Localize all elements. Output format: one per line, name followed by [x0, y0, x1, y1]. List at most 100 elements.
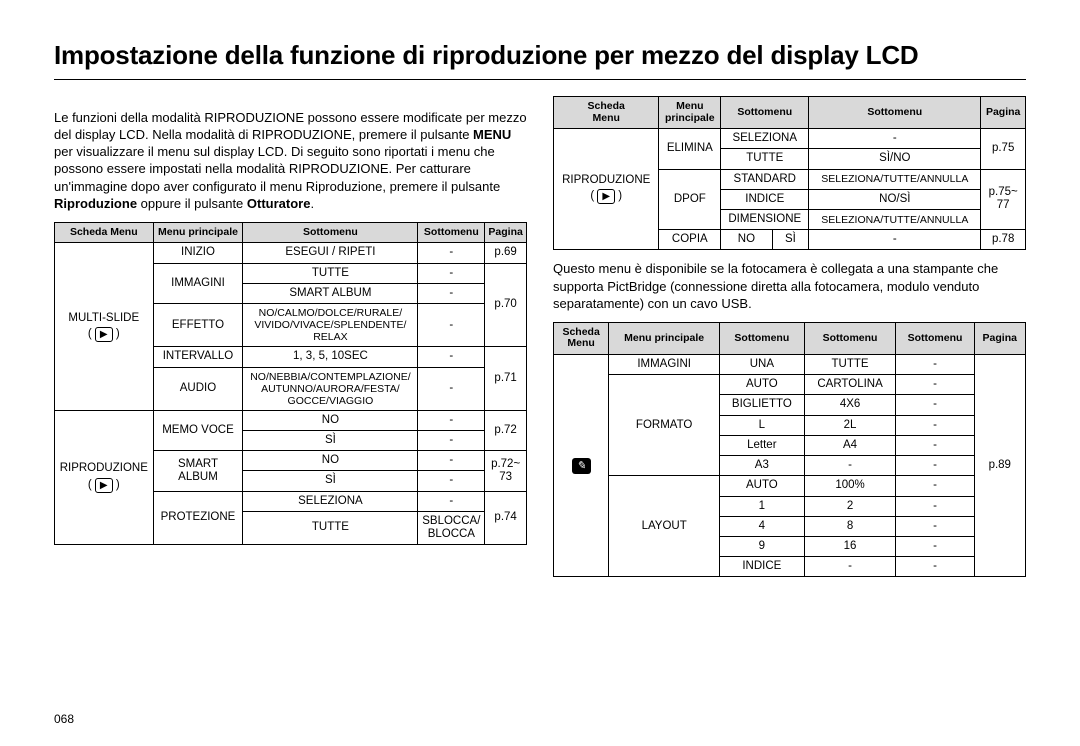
cell: AUTO: [720, 375, 805, 395]
cell: -: [896, 496, 974, 516]
cell: -: [418, 263, 485, 283]
cell: FORMATO: [609, 375, 720, 476]
th: Menu principale: [659, 97, 721, 129]
cell: -: [418, 471, 485, 491]
cell: NO: [243, 451, 418, 471]
p1-t2: per visualizzare il menu sul display LCD…: [54, 144, 500, 193]
cell: -: [896, 456, 974, 476]
cell: -: [418, 491, 485, 511]
table-row: RIPRODUZIONE ( ▶ ) MEMO VOCE NO - p.72: [55, 410, 527, 430]
cell: 1: [720, 496, 805, 516]
cell: p.78: [981, 230, 1026, 250]
left-column: Le funzioni della modalità RIPRODUZIONE …: [54, 96, 527, 577]
cell: -: [418, 304, 485, 347]
cell: INIZIO: [153, 243, 243, 263]
cell: p.89: [974, 354, 1025, 576]
cell: STANDARD: [721, 169, 809, 189]
cell: -: [896, 557, 974, 577]
cell: SÌ: [243, 430, 418, 450]
cell: IMMAGINI: [153, 263, 243, 303]
th: Sottomenu: [721, 97, 809, 129]
cell: SMART ALBUM: [243, 283, 418, 303]
page-number: 068: [54, 712, 74, 726]
cell: SELEZIONA/TUTTE/ANNULLA: [809, 169, 981, 189]
cell: TUTTE: [243, 263, 418, 283]
cell: p.69: [485, 243, 527, 263]
cell: 1, 3, 5, 10SEC: [243, 347, 418, 367]
cell: INDICE: [720, 557, 805, 577]
cell: -: [809, 230, 981, 250]
cell: CARTOLINA: [804, 375, 896, 395]
cell: SBLOCCA/ BLOCCA: [418, 511, 485, 544]
p1-t3: oppure il pulsante: [137, 196, 247, 211]
th: Sottomenu: [804, 322, 896, 354]
cell-ripro2: RIPRODUZIONE ( ▶ ): [554, 129, 659, 250]
p1-b1: MENU: [473, 127, 511, 142]
cell: BIGLIETTO: [720, 395, 805, 415]
cell: EFFETTO: [153, 304, 243, 347]
cell: LAYOUT: [609, 476, 720, 577]
cell: ELIMINA: [659, 129, 721, 169]
cell: IMMAGINI: [609, 354, 720, 374]
cell: -: [896, 415, 974, 435]
cell: 4X6: [804, 395, 896, 415]
table-row: FORMATO AUTO CARTOLINA -: [554, 375, 1026, 395]
cell: SÌ/NO: [809, 149, 981, 169]
cell: NO/SÌ: [809, 189, 981, 209]
play-icon: ▶: [95, 327, 113, 342]
cell: TUTTE: [243, 511, 418, 544]
cell: SÌ: [243, 471, 418, 491]
play-icon: ▶: [597, 189, 615, 204]
pictbridge-paragraph: Questo menu è disponibile se la fotocame…: [553, 260, 1026, 311]
page-title: Impostazione della funzione di riproduzi…: [54, 40, 1026, 71]
cell: -: [418, 367, 485, 410]
th: Scheda Menu: [554, 97, 659, 129]
p1-b3: Otturatore: [247, 196, 311, 211]
cell: p.72: [485, 410, 527, 450]
cell-riproduzione: RIPRODUZIONE ( ▶ ): [55, 410, 154, 545]
cell: A3: [720, 456, 805, 476]
table-row: RIPRODUZIONE ( ▶ ) ELIMINA SELEZIONA - p…: [554, 129, 1026, 149]
cell-multislide: MULTI-SLIDE ( ▶ ): [55, 243, 154, 410]
cell: TUTTE: [804, 354, 896, 374]
cell: NO/CALMO/DOLCE/RURALE/ VIVIDO/VIVACE/SPL…: [243, 304, 418, 347]
cell: -: [896, 435, 974, 455]
play-icon: ▶: [95, 478, 113, 493]
cell: TUTTE: [721, 149, 809, 169]
th: Sottomenu: [720, 322, 805, 354]
p1-t1: Le funzioni della modalità RIPRODUZIONE …: [54, 110, 527, 142]
cell: -: [418, 243, 485, 263]
multislide-label: MULTI-SLIDE: [68, 312, 139, 324]
cell: DIMENSIONE: [721, 209, 809, 229]
printer-icon: ✎: [572, 458, 591, 474]
cell: Letter: [720, 435, 805, 455]
cell: -: [418, 410, 485, 430]
p1-b2: Riproduzione: [54, 196, 137, 211]
cell: -: [418, 347, 485, 367]
cell: 9: [720, 536, 805, 556]
cell: -: [804, 557, 896, 577]
cell: -: [896, 536, 974, 556]
cell: -: [804, 456, 896, 476]
cell: -: [896, 395, 974, 415]
cell: A4: [804, 435, 896, 455]
cell: PROTEZIONE: [153, 491, 243, 545]
label: RIPRODUZIONE: [562, 174, 650, 186]
ripro-label: RIPRODUZIONE: [60, 462, 148, 474]
cell: AUTO: [720, 476, 805, 496]
th: Pagina: [981, 97, 1026, 129]
cell: 16: [804, 536, 896, 556]
cell: L: [720, 415, 805, 435]
cell: 2: [804, 496, 896, 516]
cell: SÌ: [772, 230, 809, 250]
cell: p.74: [485, 491, 527, 545]
table-row: MULTI-SLIDE ( ▶ ) INIZIO ESEGUI / RIPETI…: [55, 243, 527, 263]
cell: -: [896, 516, 974, 536]
right-column: Scheda Menu Menu principale Sottomenu So…: [553, 96, 1026, 577]
cell: UNA: [720, 354, 805, 374]
p1-t4: .: [310, 196, 314, 211]
cell: INTERVALLO: [153, 347, 243, 367]
cell: p.71: [485, 347, 527, 410]
cell: p.72~ 73: [485, 451, 527, 491]
cell: COPIA: [659, 230, 721, 250]
